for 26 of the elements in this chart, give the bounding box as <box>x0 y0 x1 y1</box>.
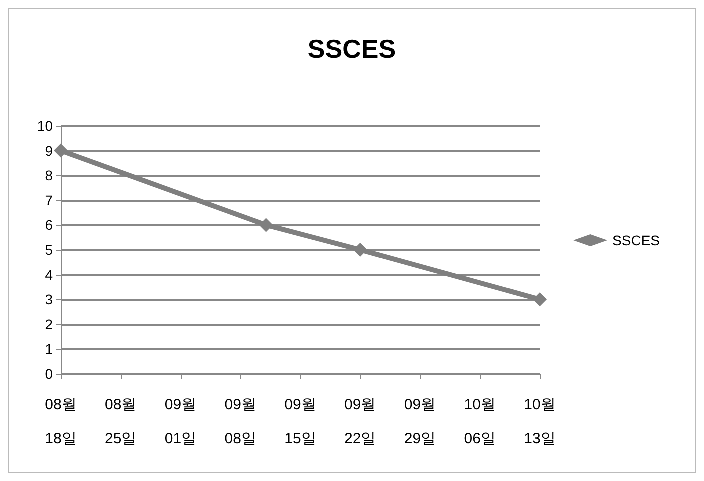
y-tick-label: 2 <box>45 316 54 332</box>
y-tick-label: 3 <box>45 292 54 308</box>
x-tick-label: 09월 08일 <box>224 396 256 448</box>
point <box>259 218 274 232</box>
x-tick-label: 10월 13일 <box>524 396 556 448</box>
x-tick-label: 08월 25일 <box>105 396 137 448</box>
y-tick-label: 6 <box>45 217 54 234</box>
legend-label: SSCES <box>612 232 660 248</box>
point <box>533 292 547 307</box>
point <box>54 144 68 158</box>
x-tick-label: 09월 29일 <box>404 396 436 448</box>
y-tick-label: 7 <box>45 192 54 208</box>
y-tick-label: 10 <box>37 118 54 134</box>
x-tick-label: 08월 18일 <box>45 396 77 448</box>
y-tick-label: 4 <box>45 266 54 283</box>
x-tick-label: 10월 06일 <box>464 396 496 448</box>
y-tick-label: 1 <box>45 341 54 358</box>
y-tick-label: 8 <box>45 168 54 184</box>
x-tick-label: 09월 01일 <box>164 396 197 448</box>
point <box>353 243 368 257</box>
x-tick-label: 09월 15일 <box>284 396 316 448</box>
chart-title: SSCES <box>308 34 396 64</box>
y-tick-label: 0 <box>45 366 54 382</box>
x-tick-label: 09월 22일 <box>344 396 376 448</box>
y-tick-label: 5 <box>45 242 54 258</box>
y-tick-label: 9 <box>45 142 54 159</box>
